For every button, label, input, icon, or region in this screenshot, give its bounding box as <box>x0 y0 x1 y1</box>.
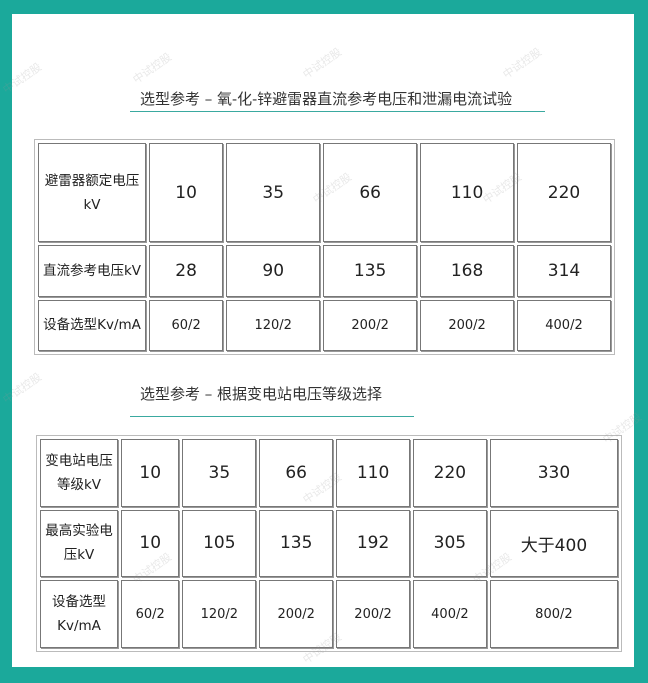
table-cell: 大于400 <box>489 509 618 578</box>
table-cell: 60/2 <box>121 580 180 648</box>
section1-underline <box>130 111 545 112</box>
row-label: 变电站电压等级kV <box>40 439 118 507</box>
row-label: 设备选型Kv/mA <box>40 580 118 648</box>
section2-underline <box>130 416 414 417</box>
table-cell: 400/2 <box>517 299 611 351</box>
table-cell: 135 <box>259 509 334 578</box>
row-label: 避雷器额定电压kV <box>38 143 146 243</box>
table-cell: 800/2 <box>489 580 618 648</box>
section2-title: 选型参考 – 根据变电站电压等级选择 <box>140 385 383 403</box>
table-cell: 305 <box>412 509 487 578</box>
substation-voltage-table: 变电站电压等级kV 10 35 66 110 220 330 最高实验电压kV 10 105 135… <box>36 435 622 652</box>
table-cell: 192 <box>336 509 410 578</box>
table-cell: 200/2 <box>259 580 334 648</box>
section1-title: 选型参考 – 氧-化-锌避雷器直流参考电压和泄漏电流试验 <box>140 90 513 108</box>
table-cell: 314 <box>517 245 611 297</box>
table-cell: 220 <box>517 143 611 243</box>
table-row: 设备选型Kv/mA 60/2 120/2 200/2 200/2 400/2 <box>38 299 611 351</box>
arrester-dc-table: 避雷器额定电压kV 10 35 66 110 220 直流参考电压kV 28 90 135 168 3… <box>34 139 615 355</box>
row-label: 设备选型Kv/mA <box>38 299 146 351</box>
table-cell: 28 <box>149 245 224 297</box>
table-row: 避雷器额定电压kV 10 35 66 110 220 <box>38 143 611 243</box>
table-cell: 200/2 <box>420 299 515 351</box>
row-label: 最高实验电压kV <box>40 509 118 578</box>
table-cell: 90 <box>226 245 321 297</box>
table-cell: 120/2 <box>226 299 321 351</box>
table-cell: 200/2 <box>323 299 418 351</box>
table-cell: 110 <box>336 439 410 507</box>
table-cell: 10 <box>121 439 180 507</box>
table-row: 设备选型Kv/mA 60/2 120/2 200/2 200/2 400/2 800/2 <box>40 580 618 648</box>
table-cell: 200/2 <box>336 580 410 648</box>
table-cell: 135 <box>323 245 418 297</box>
table-cell: 330 <box>489 439 618 507</box>
table-cell: 110 <box>420 143 515 243</box>
table-cell: 10 <box>121 509 180 578</box>
table-cell: 105 <box>182 509 257 578</box>
table-cell: 220 <box>412 439 487 507</box>
table-cell: 120/2 <box>182 580 257 648</box>
table-cell: 400/2 <box>412 580 487 648</box>
table-cell: 35 <box>226 143 321 243</box>
table-cell: 35 <box>182 439 257 507</box>
table-row: 变电站电压等级kV 10 35 66 110 220 330 <box>40 439 618 507</box>
table-cell: 168 <box>420 245 515 297</box>
table-cell: 66 <box>259 439 334 507</box>
table-cell: 66 <box>323 143 418 243</box>
table-row: 最高实验电压kV 10 105 135 192 305 大于400 <box>40 509 618 578</box>
table-cell: 60/2 <box>149 299 224 351</box>
table-row: 直流参考电压kV 28 90 135 168 314 <box>38 245 611 297</box>
table-cell: 10 <box>149 143 224 243</box>
row-label: 直流参考电压kV <box>38 245 146 297</box>
